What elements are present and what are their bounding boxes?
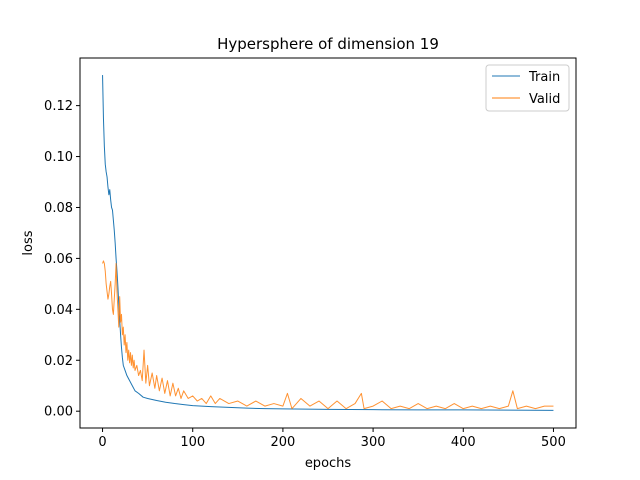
y-axis-title: loss (21, 230, 36, 255)
y-tick-label: 0.00 (44, 405, 73, 420)
x-tick-label: 100 (180, 435, 205, 450)
x-tick-label: 200 (270, 435, 295, 450)
legend-label-valid: Valid (529, 92, 560, 107)
x-tick-label: 500 (541, 435, 566, 450)
y-tick-label: 0.08 (44, 201, 73, 216)
y-tick-label: 0.10 (44, 150, 73, 165)
x-tick-label: 0 (98, 435, 106, 450)
series-line-train (102, 75, 554, 411)
y-axis: 0.00 0.02 0.04 0.06 0.08 0.10 0.12 (44, 99, 80, 420)
x-tick-label: 300 (361, 435, 386, 450)
series-line-valid (102, 260, 554, 410)
y-tick-label: 0.04 (44, 303, 73, 318)
y-tick-label: 0.06 (44, 252, 73, 267)
x-axis: 0 100 200 300 400 500 (98, 428, 566, 450)
y-tick-label: 0.12 (44, 99, 73, 114)
legend-label-train: Train (528, 70, 560, 85)
x-axis-title: epochs (305, 456, 352, 471)
chart-title: Hypersphere of dimension 19 (217, 35, 439, 53)
plot-area (102, 75, 554, 411)
y-tick-label: 0.02 (44, 354, 73, 369)
plot-frame (79, 57, 577, 429)
legend: Train Valid (485, 64, 570, 112)
x-tick-label: 400 (451, 435, 476, 450)
